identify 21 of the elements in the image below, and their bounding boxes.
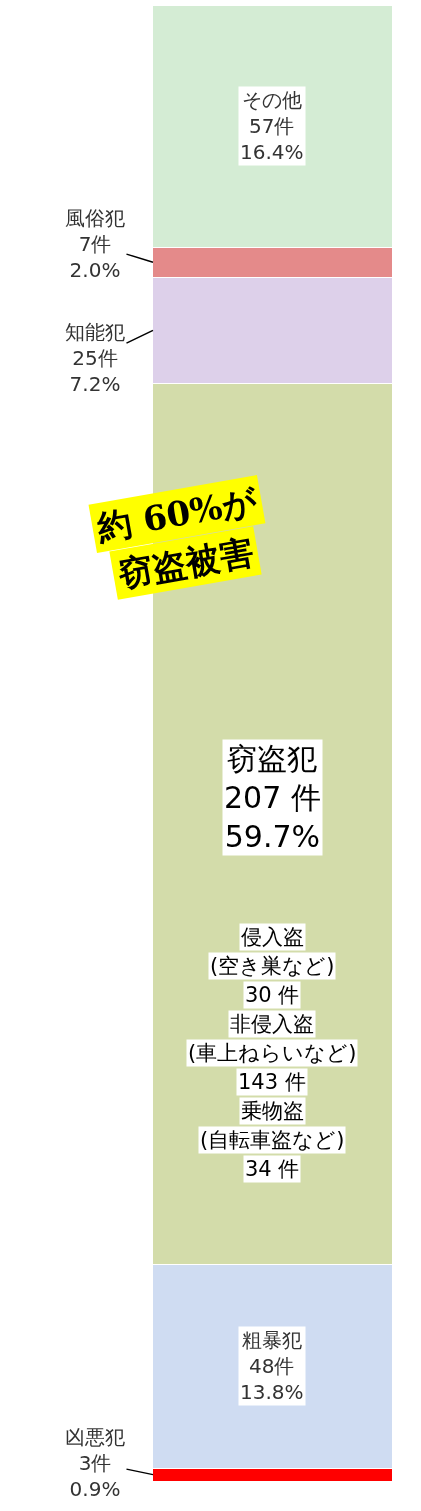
annotation: 34 件 xyxy=(245,1157,300,1181)
series-label: 知能犯 xyxy=(65,320,125,344)
annotation: (車上ねらいなど) xyxy=(188,1041,357,1065)
data-label: 7件 2.0% xyxy=(69,232,121,282)
annotation: (自転車盗など) xyxy=(200,1128,345,1152)
annotation: 30 件 xyxy=(245,983,300,1007)
series-label: 窃盗犯 xyxy=(227,741,318,776)
annotation: 143 件 xyxy=(238,1070,306,1094)
annotation: 乗物盗 xyxy=(241,1099,304,1123)
series-label: 粗暴犯 xyxy=(241,1328,302,1352)
data-label: 25件 7.2% xyxy=(69,346,121,396)
data-label: 3件 0.9% xyxy=(69,1451,121,1501)
annotation: 侵入盗 xyxy=(241,925,304,949)
data-label: 207 件 59.7% xyxy=(224,780,321,854)
series-label: 凶悪犯 xyxy=(65,1425,125,1449)
data-label: 57件 16.4% xyxy=(240,114,304,164)
data-label: 48件 13.8% xyxy=(240,1354,304,1404)
annotation: 非侵入盗 xyxy=(230,1012,314,1036)
series-label: 風俗犯 xyxy=(65,206,125,230)
annotation: (空き巣など) xyxy=(210,954,335,978)
series-label: その他 xyxy=(241,88,302,112)
